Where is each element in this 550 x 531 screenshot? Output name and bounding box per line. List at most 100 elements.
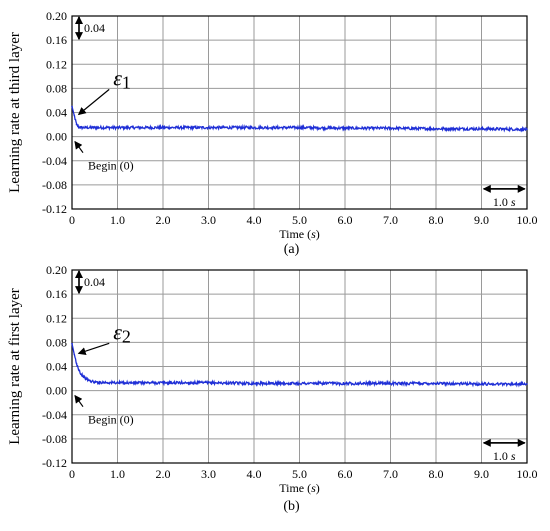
plot-frame [71,269,528,464]
epsilon-label: ε2 [113,319,131,346]
scale-bar-x-value: 1.0 [493,195,508,209]
data-point [71,342,73,345]
x-tick-label: 0 [69,467,75,481]
panel-label: (b) [283,499,300,514]
epsilon-arrow [77,342,110,356]
y-tick-label: 0.12 [46,311,67,325]
scale-bar-y-label: 0.04 [84,275,105,289]
data-point [116,381,119,384]
data-point [480,127,483,130]
data-point [80,373,82,376]
data-point [80,126,82,129]
scale-bar-x-label: 1.0 s [493,195,516,209]
epsilon-subscript: 2 [122,326,131,346]
y-tick-label: -0.08 [42,432,67,446]
data-point [526,383,528,385]
x-tick-label: 9.0 [474,467,489,481]
x-tick-label: 1.0 [110,213,125,227]
x-tick-label: 3.0 [201,213,216,227]
x-tick-label: 8.0 [429,467,444,481]
x-tick-label: 5.0 [292,213,307,227]
y-tick-label: -0.04 [42,408,67,422]
y-tick-label: -0.12 [42,456,67,470]
data-point [344,127,346,129]
x-tick-label: 9.0 [474,213,489,227]
x-axis-label-suffix: ) [316,481,320,495]
x-tick-label: 2.0 [156,213,171,227]
epsilon-arrow [77,88,110,116]
x-tick-label: 10.0 [517,467,538,481]
data-point [298,126,301,129]
gridlines [71,269,528,464]
y-tick-label: -0.04 [42,154,67,168]
data-point [162,381,164,384]
x-tick-label: 8.0 [429,213,444,227]
x-tick-label: 4.0 [247,467,262,481]
data-point [253,126,255,129]
begin-label: Begin (0) [88,413,134,427]
x-tick-label: 7.0 [383,467,398,481]
epsilon-label: ε1 [113,65,131,92]
y-tick-label: 0.08 [46,335,67,349]
begin-arrow [74,140,84,154]
data-point [93,126,96,129]
x-tick-label: 0 [69,213,75,227]
y-tick-label: 0.00 [46,384,67,398]
y-axis-label: Learning rate at third layer [7,32,23,193]
x-axis-label: Time (s) [279,481,320,495]
y-tick-label: 0.08 [46,81,67,95]
panel-label: (a) [284,242,300,257]
x-tick-label: 10.0 [517,213,538,227]
y-tick-label: 0.04 [46,106,67,120]
data-point [480,383,483,385]
scale-bar-y-label: 0.04 [84,21,105,35]
begin-label: Begin (0) [88,159,134,173]
scale-bar-x-label: 1.0 s [493,449,516,463]
x-axis-label-prefix: Time ( [279,227,311,241]
data-point [78,368,80,371]
series-line [71,105,528,133]
begin-arrow [74,394,84,408]
data-point [84,377,87,380]
epsilon-subscript: 1 [122,72,131,92]
x-tick-label: 5.0 [292,467,307,481]
x-axis-label-unit: s [311,481,316,495]
data-point [73,353,76,356]
scale-bar-x-unit: s [511,449,516,463]
x-tick-label: 1.0 [110,467,125,481]
y-tick-label: 0.12 [46,57,67,71]
data-point [162,126,164,129]
data-point [298,382,301,385]
series-path [71,106,528,133]
data-point [435,127,437,130]
y-tick-label: -0.08 [42,178,67,192]
y-axis-label: Learning rate at first layer [7,288,23,445]
data-point [389,127,392,129]
x-tick-label: 6.0 [338,467,353,481]
data-point [344,382,346,385]
y-tick-label: 0.00 [46,130,67,144]
data-point [75,123,78,126]
panel-a: -0.12 -0.08 -0.04 0.00 0.04 0.08 0.12 0.16 0.20 0… [7,9,538,257]
y-tick-label: 0.20 [46,263,67,277]
scale-bar-x-unit: s [511,195,516,209]
data-point [75,362,78,365]
epsilon-symbol: ε [113,319,122,344]
y-tick-label: 0.04 [46,360,67,374]
y-tick-label: 0.16 [46,287,67,301]
data-point [73,114,76,117]
scale-bar-x-value: 1.0 [493,449,508,463]
x-tick-label: 6.0 [338,213,353,227]
y-tick-label: 0.16 [46,33,67,47]
data-point [93,381,96,383]
x-tick-label: 7.0 [383,213,398,227]
x-axis-label-unit: s [311,227,316,241]
data-point [71,105,73,108]
x-tick-label: 2.0 [156,467,171,481]
x-axis-label-prefix: Time ( [279,481,311,495]
x-axis-label-suffix: ) [316,227,320,241]
data-point [84,126,87,129]
y-tick-label: -0.12 [42,202,67,216]
x-axis-label: Time (s) [279,227,320,241]
